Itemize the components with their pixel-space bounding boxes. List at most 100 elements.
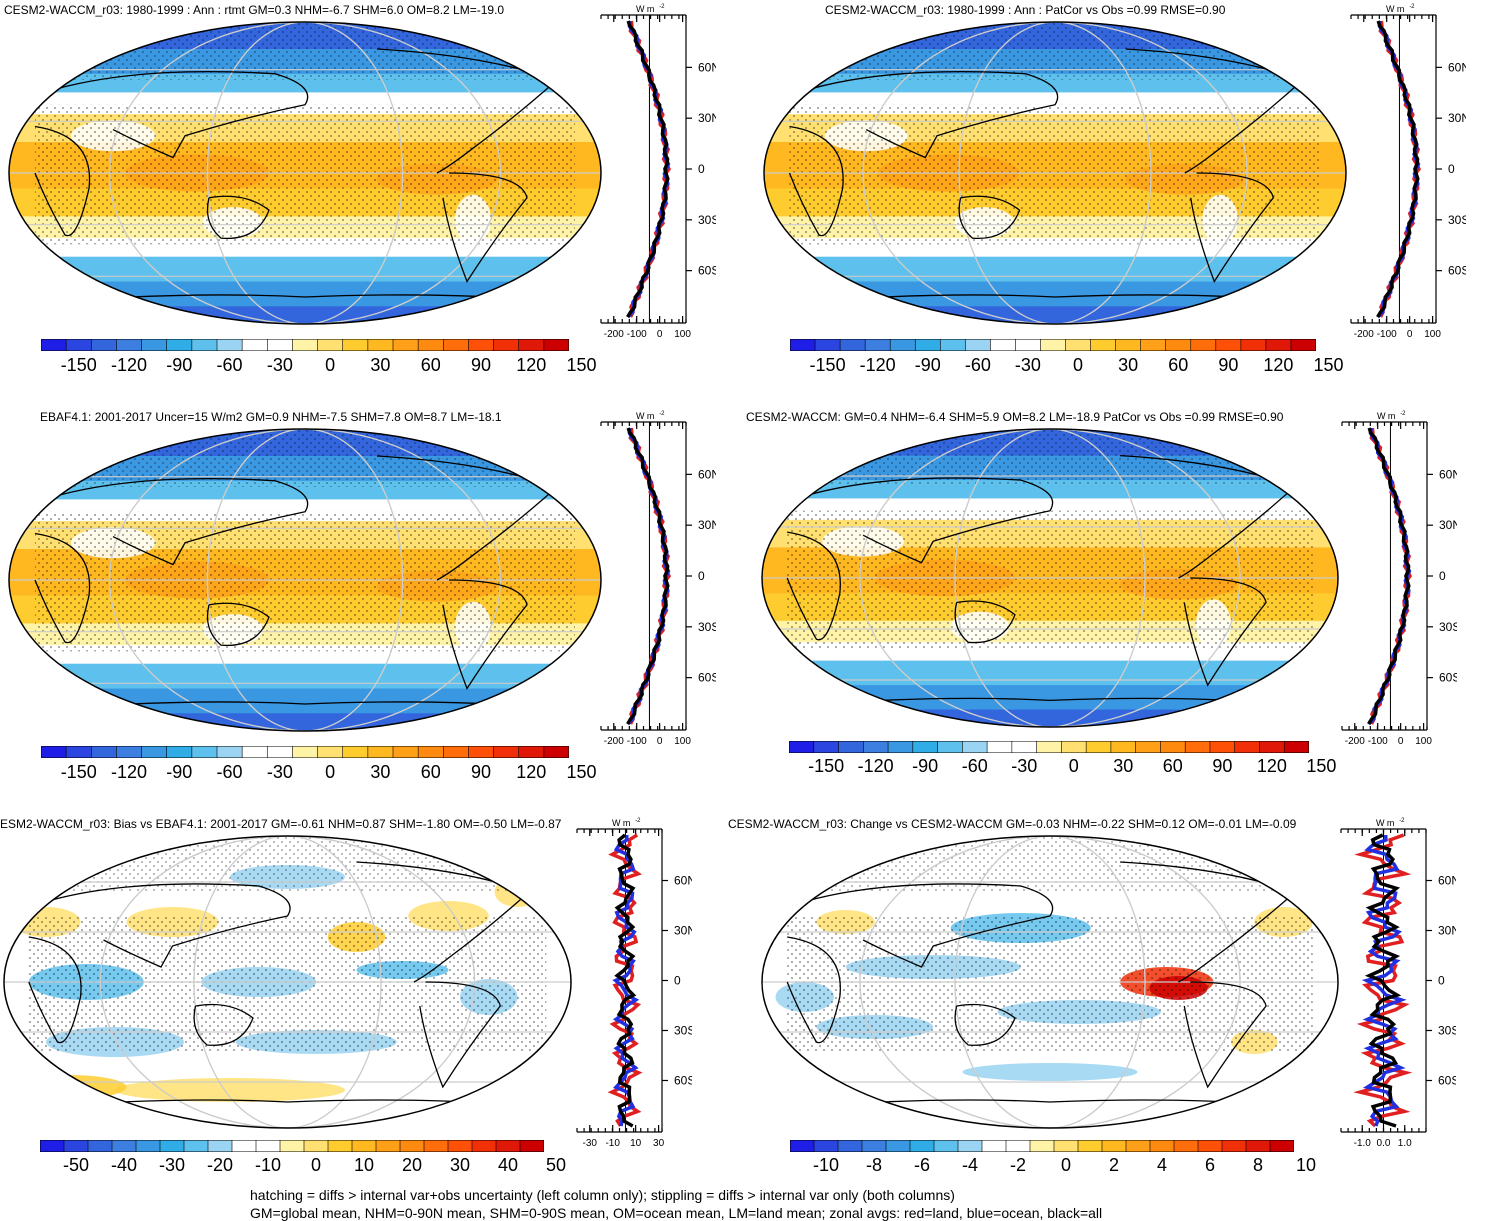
colorbar-tick-label: -8 xyxy=(865,1155,883,1175)
latitude-tick-label: 30S xyxy=(1448,213,1466,227)
panel-title: ESM2-WACCM_r03: Bias vs EBAF4.1: 2001-20… xyxy=(0,817,562,831)
colorbar-swatch xyxy=(317,339,344,351)
colorbar-labels: -150 -120 -90 -60 -30 0 30 60 90 120 150 xyxy=(41,355,597,379)
latitude-tick-label: 60S xyxy=(674,1073,692,1087)
colorbar-swatch xyxy=(1215,339,1242,351)
unit-superscript: -2 xyxy=(1400,411,1406,417)
colorbar-tick-label: -10 xyxy=(254,1155,282,1175)
map-field xyxy=(762,429,1338,727)
colorbar-swatch xyxy=(241,746,269,758)
colorbar-swatch xyxy=(141,339,168,351)
colorbar-tick-label: 150 xyxy=(1306,756,1337,776)
colorbar-swatch xyxy=(367,339,394,351)
colorbar xyxy=(40,1140,544,1152)
colorbar-tick-label: 120 xyxy=(1256,756,1287,776)
zonal-x-tick-label: 100 xyxy=(1424,329,1441,340)
latitude-tick-label: 30S xyxy=(1439,620,1457,634)
zonal-curve-ocean xyxy=(1361,834,1407,1127)
colorbar-swatch xyxy=(1234,741,1261,753)
colorbar-labels: -150 -120 -90 -60 -30 0 30 60 90 120 150 xyxy=(790,355,1344,379)
panel-title: CESM2-WACCM: GM=0.4 NHM=-6.4 SHM=5.9 OM=… xyxy=(746,410,1284,424)
zonal-x-tick-label: 0 xyxy=(657,329,663,340)
unit-label: W m xyxy=(1377,411,1396,421)
zonal-x-tick-label: -200 xyxy=(604,736,624,747)
colorbar-swatch xyxy=(40,1140,65,1152)
colorbar-tick-label: 30 xyxy=(370,355,391,375)
colorbar-swatch xyxy=(241,339,269,351)
zonal-x-tick-label: -100 xyxy=(1368,736,1388,747)
colorbar-tick-label: 90 xyxy=(1212,756,1233,776)
unit-label: W m xyxy=(1386,4,1405,14)
colorbar-swatch xyxy=(63,1140,89,1152)
colorbar-swatch xyxy=(216,339,243,351)
colorbar-tick-label: -120 xyxy=(859,355,896,375)
colorbar-swatch xyxy=(493,339,520,351)
colorbar-swatch xyxy=(814,339,841,351)
colorbar-swatch xyxy=(90,339,118,351)
colorbar-swatch xyxy=(317,746,344,758)
colorbar-swatch xyxy=(1085,741,1112,753)
latitude-tick-label: 60N xyxy=(698,60,716,74)
colorbar-swatch xyxy=(1290,339,1316,351)
colorbar-swatch xyxy=(1077,1140,1103,1152)
colorbar-swatch xyxy=(1140,339,1167,351)
colorbar-swatch xyxy=(543,746,569,758)
colorbar-swatch xyxy=(1015,339,1042,351)
colorbar-swatch xyxy=(912,741,939,753)
colorbar-swatch xyxy=(342,746,369,758)
colorbar-swatch xyxy=(135,1140,161,1152)
colorbar-swatch xyxy=(292,746,319,758)
colorbar-swatch xyxy=(1090,339,1117,351)
colorbar-swatch xyxy=(1173,1140,1199,1152)
colorbar-swatch xyxy=(116,746,143,758)
footer-note-legend: GM=global mean, NHM=0-90N mean, SHM=0-90… xyxy=(250,1205,1103,1221)
colorbar-tick-label: 40 xyxy=(497,1155,519,1175)
colorbar-swatch xyxy=(1160,741,1186,753)
latitude-tick-label: 0 xyxy=(1439,569,1446,583)
panel-title: CESM2-WACCM_r03: Change vs CESM2-WACCM G… xyxy=(728,817,1297,831)
colorbar-swatch xyxy=(279,1140,305,1152)
colorbar-tick-label: 20 xyxy=(401,1155,423,1175)
colorbar-swatch xyxy=(159,1140,185,1152)
zonal-mean-plot: -200 -100 0 100 60N 30N 0 30S 60S W m -2 xyxy=(1341,411,1457,747)
zonal-x-tick-label: -100 xyxy=(627,736,647,747)
zonal-x-tick-label: 100 xyxy=(674,736,691,747)
colorbar-swatch xyxy=(375,1140,401,1152)
colorbar-tick-label: -20 xyxy=(206,1155,234,1175)
colorbar-tick-label: -30 xyxy=(158,1155,186,1175)
colorbar-tick-label: 4 xyxy=(1156,1155,1168,1175)
colorbar-swatch xyxy=(889,339,917,351)
zonal-curve-all xyxy=(626,20,670,318)
colorbar-swatch xyxy=(957,1140,983,1152)
colorbar-swatch xyxy=(790,1140,815,1152)
colorbar-tick-label: 150 xyxy=(1313,355,1344,375)
global-map xyxy=(3,835,572,1129)
colorbar-swatch xyxy=(303,1140,329,1152)
colorbar-tick-label: -4 xyxy=(961,1155,979,1175)
colorbar-tick-label: -2 xyxy=(1009,1155,1027,1175)
colorbar-swatch xyxy=(962,741,988,753)
colorbar-swatch xyxy=(116,339,143,351)
colorbar-swatch xyxy=(1040,339,1067,351)
colorbar-tick-label: -30 xyxy=(1014,355,1041,375)
colorbar-tick-label: 120 xyxy=(516,355,547,375)
colorbar-labels: -10 -8 -6 -4 -2 0 2 4 6 8 10 xyxy=(790,1155,1316,1179)
latitude-tick-label: 30N xyxy=(698,518,716,532)
colorbar-tick-label: -90 xyxy=(912,756,939,776)
zonal-x-tick-label: 0 xyxy=(1398,736,1404,747)
zonal-x-tick-label: -200 xyxy=(1354,329,1374,340)
colorbar-swatch xyxy=(1115,339,1142,351)
colorbar-swatch xyxy=(1184,741,1211,753)
colorbar-swatch xyxy=(41,339,67,351)
unit-superscript: -2 xyxy=(1399,818,1405,824)
colorbar-swatch xyxy=(191,746,218,758)
colorbar-tick-label: -90 xyxy=(166,355,193,375)
colorbar-swatch xyxy=(417,746,445,758)
latitude-tick-label: 0 xyxy=(698,162,705,176)
colorbar-swatch xyxy=(1011,741,1038,753)
colorbar-swatch xyxy=(1110,741,1137,753)
colorbar-tick-label: 10 xyxy=(1295,1155,1317,1175)
colorbar-tick-label: -150 xyxy=(60,355,97,375)
colorbar-tick-label: 30 xyxy=(1113,756,1134,776)
colorbar-swatch xyxy=(519,1140,544,1152)
